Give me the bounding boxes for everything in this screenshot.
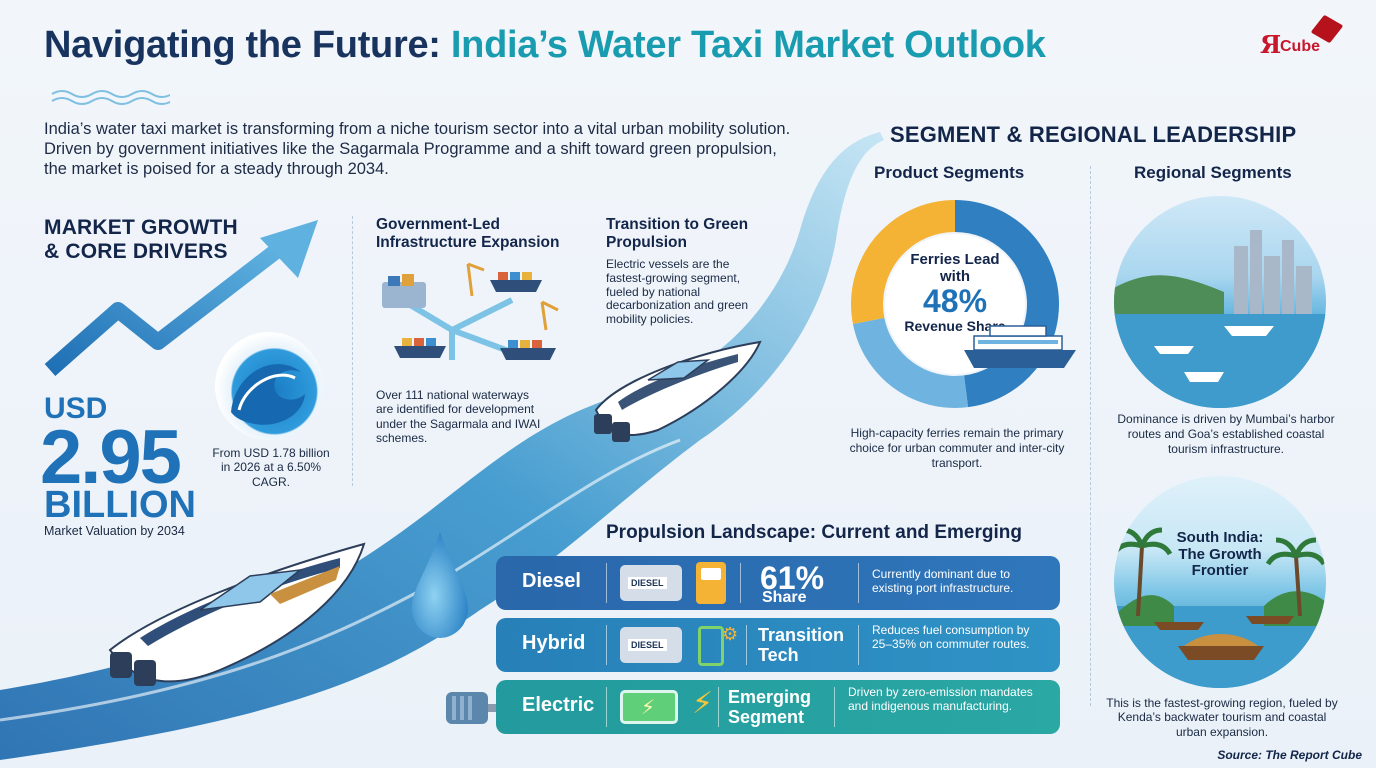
regional-text-south: This is the fastest-growing region, fuel…: [1106, 696, 1338, 739]
divider-1: [352, 216, 353, 486]
waves-icon: [51, 90, 170, 105]
ferry-icon: [964, 325, 1076, 368]
gear-icon: ⚙: [722, 624, 739, 644]
electric-big: Emerging: [728, 687, 812, 707]
yacht-icon: [108, 542, 366, 686]
south-line1: South India:: [1176, 529, 1264, 546]
hybrid-engine-icon: DIESEL: [620, 627, 682, 663]
title-part2: India’s Water Taxi Market Outlook: [450, 24, 1046, 66]
gov-heading: Government-Led Infrastructure Expansion: [376, 216, 560, 251]
speedboat-icon: [594, 340, 762, 442]
growth-arrow-icon: [44, 220, 318, 376]
other-slice-light: [852, 317, 969, 408]
diesel-engine-tag: DIESEL: [628, 577, 667, 589]
hybrid-sep2: [746, 625, 747, 665]
cargo-ship-2: [394, 338, 446, 358]
diesel-share-value: 61%: [760, 560, 825, 596]
ferries-line1: Ferries Lead: [910, 251, 1000, 268]
south-india-backwater-image: [1114, 476, 1326, 688]
electric-sep3: [834, 687, 835, 727]
electric-row: Electric ⚡ ⚡ Emerging Segment Driven by …: [496, 680, 1060, 734]
divider-2: [1090, 166, 1091, 706]
cargo-ship-3: [500, 340, 556, 360]
other-slice-orange: [851, 200, 955, 325]
diesel-label: Diesel: [522, 570, 581, 592]
diesel-desc: Currently dominant due to existing port …: [872, 567, 1014, 595]
hybrid-sep3: [858, 625, 859, 665]
ferries-line2: with: [940, 267, 970, 285]
electric-motor-icon: [446, 692, 502, 724]
page-title: Navigating the Future: India’s Water Tax…: [44, 24, 1046, 67]
electric-small: Segment: [728, 707, 805, 727]
south-india-label: South India: The Growth Frontier: [1150, 529, 1290, 580]
hybrid-small: Tech: [758, 645, 799, 665]
fuel-pump-icon: [696, 562, 726, 604]
waterways-network-icon: [382, 262, 559, 360]
hybrid-big: Transition: [758, 625, 845, 645]
growth-heading-line2: & CORE DRIVERS: [44, 240, 228, 264]
ferries-label: Ferries Lead with 48% Revenue Share: [880, 251, 1030, 334]
title-part1: Navigating the Future:: [44, 24, 441, 66]
green-text: Electric vessels are the fastest-growing…: [606, 257, 749, 327]
usd-label: USD: [44, 392, 108, 425]
south-line3: Frontier: [1191, 562, 1249, 579]
lightning-mini-icon: ⚡: [641, 697, 656, 719]
hybrid-desc: Reduces fuel consumption by 25–35% on co…: [872, 623, 1030, 651]
hybrid-sep: [606, 625, 607, 665]
south-line2: The Growth: [1178, 545, 1262, 563]
hybrid-row: Hybrid DIESEL ⚙ Transition Tech Reduces …: [496, 618, 1060, 672]
diesel-row: Diesel DIESEL 61% Share Currently domina…: [496, 556, 1060, 610]
regional-text-west: Dominance is driven by Mumbai’s harbor r…: [1117, 412, 1335, 456]
diesel-sep: [606, 563, 607, 603]
segment-heading: SEGMENT & REGIONAL LEADERSHIP: [890, 122, 1297, 147]
hybrid-engine-tag: DIESEL: [628, 639, 667, 651]
diesel-sep2: [740, 563, 741, 603]
battery-gear-icon: [698, 626, 724, 666]
product-heading: Product Segments: [874, 163, 1025, 182]
diesel-engine-icon: DIESEL: [620, 565, 682, 601]
cagr-text: From USD 1.78 billion in 2026 at a 6.50%…: [212, 446, 330, 489]
product-text: High-capacity ferries remain the primary…: [849, 426, 1065, 470]
market-value: 2.95: [40, 415, 182, 500]
market-unit: BILLION: [44, 484, 196, 526]
logo-cube-text: Cube: [1280, 38, 1320, 55]
lightning-icon: ⚡: [692, 687, 714, 720]
intro-text: India’s water taxi market is transformin…: [44, 120, 791, 178]
growth-heading-line1: MARKET GROWTH: [44, 216, 238, 239]
electric-desc: Driven by zero-emission mandates and ind…: [848, 685, 1033, 713]
battery-icon: ⚡: [620, 690, 678, 724]
water-drop-icon: [412, 532, 468, 638]
mumbai-harbor-image: [1114, 196, 1326, 408]
source-credit: Source: The Report Cube: [1217, 748, 1362, 762]
ferries-percent: 48%: [922, 283, 988, 319]
electric-label: Electric: [522, 694, 595, 716]
regional-heading: Regional Segments: [1134, 163, 1292, 182]
growth-heading: MARKET GROWTH & CORE DRIVERS: [44, 216, 284, 264]
report-cube-logo: Я Cube: [1258, 14, 1348, 59]
ocean-wave-icon: [215, 332, 323, 440]
diesel-sep3: [858, 563, 859, 603]
market-caption: Market Valuation by 2034: [44, 524, 185, 538]
logo-r: Я: [1260, 30, 1282, 59]
electric-sep2: [718, 687, 719, 727]
hybrid-label: Hybrid: [522, 632, 586, 654]
diesel-share-label: Share: [762, 589, 807, 606]
green-heading: Transition to Green Propulsion: [606, 216, 749, 251]
gov-text: Over 111 national waterways are identifi…: [376, 388, 541, 446]
cargo-ship-1: [490, 272, 542, 292]
ferries-line3: Revenue Share: [904, 317, 1006, 334]
electric-sep: [606, 687, 607, 727]
propulsion-heading: Propulsion Landscape: Current and Emergi…: [606, 522, 1022, 543]
